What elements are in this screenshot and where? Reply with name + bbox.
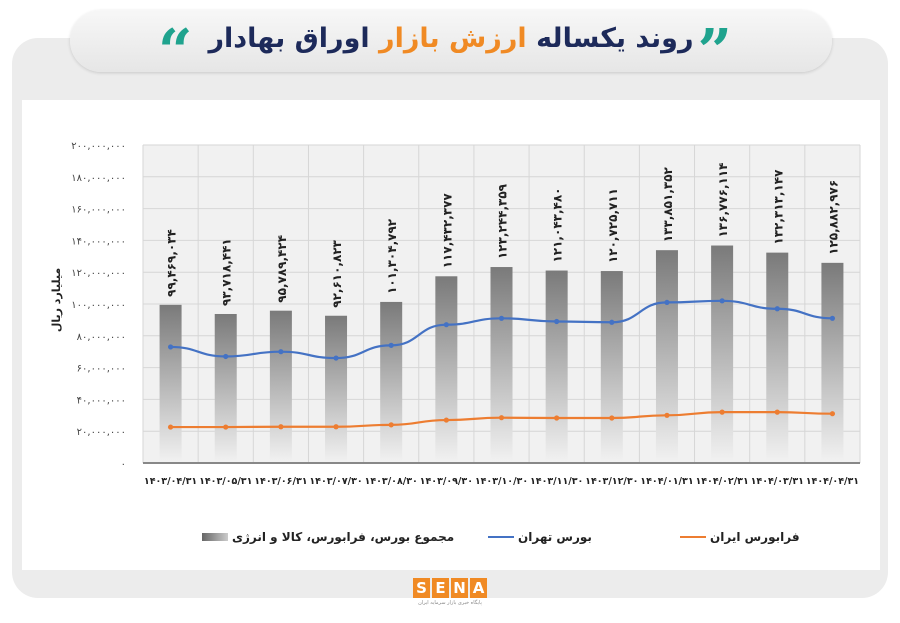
page-title: روند یکساله ارزش بازار اوراق بهادار [70,23,832,54]
bar [600,271,623,463]
point-tehran [333,355,339,361]
bar-data-label: ۱۳۲,۳۱۳,۱۴۷ [771,169,785,245]
point-tehran [664,299,670,306]
x-tick-label: ۱۴۰۳/۰۷/۳۰ [309,476,362,487]
point-tehran [278,349,284,355]
bar [159,304,182,463]
bar [655,250,678,463]
title-banner: “ ” روند یکساله ارزش بازار اوراق بهادار [70,10,832,82]
logo-subtitle: پایگاه خبری بازار سرمایه ایران [418,600,482,606]
point-farabourse [829,411,836,417]
bar [711,245,734,463]
bar-data-label: ۹۹,۴۶۹,۰۳۴ [165,229,179,297]
point-farabourse [333,424,339,430]
bar-data-label: ۱۱۷,۴۳۲,۳۷۷ [440,193,454,269]
point-tehran [443,322,449,328]
x-tick-label: ۱۴۰۳/۱۱/۳۰ [530,476,583,487]
x-tick-label: ۱۴۰۳/۰۵/۳۱ [199,476,252,487]
bar [214,313,237,463]
point-tehran [167,344,174,350]
bar-data-label: ۱۲۳,۲۴۴,۳۵۹ [496,183,510,259]
legend-label-total: مجموع بورس، فرابورس، کالا و انرژی [232,530,455,544]
bar [821,262,844,463]
point-tehran [388,342,394,348]
legend-swatch-total [202,533,228,541]
y-tick-label: ۸۰,۰۰۰,۰۰۰ [77,332,126,343]
bar-data-label: ۱۲۱,۰۴۳,۴۸۰ [551,187,565,262]
x-tick-label: ۱۴۰۴/۰۴/۳۱ [806,476,859,487]
y-tick-label: ۲۰,۰۰۰,۰۰۰ [77,427,126,438]
point-farabourse [167,424,174,430]
y-tick-label: ۱۰۰,۰۰۰,۰۰۰ [71,300,126,311]
legend-swatch-tehran [488,536,514,538]
y-tick-label: ۴۰,۰۰۰,۰۰۰ [77,395,126,406]
y-tick-label: ۰ [121,459,126,470]
bar [545,270,568,463]
bar-data-label: ۱۲۵,۸۸۲,۹۷۶ [826,180,840,255]
y-tick-label: ۶۰,۰۰۰,۰۰۰ [77,364,126,375]
legend-swatch-farabourse [680,536,706,538]
bar [490,267,513,463]
bar [380,301,403,463]
bar [435,276,458,463]
legend-item-tehran: بورس تهران [488,530,592,544]
point-tehran [774,306,780,312]
title-part1: روند یکساله [536,23,694,54]
point-farabourse [278,424,284,430]
x-tick-label: ۱۴۰۴/۰۲/۳۱ [695,476,748,487]
point-tehran [498,315,505,321]
y-tick-label: ۱۲۰,۰۰۰,۰۰۰ [71,268,126,279]
title-highlight: ارزش بازار [379,23,527,54]
bar-data-label: ۱۲۰,۷۲۵,۷۱۱ [606,188,620,263]
point-tehran [609,319,615,325]
bar-data-label: ۹۳,۷۱۸,۴۴۱ [220,238,234,306]
x-tick-label: ۱۴۰۳/۰۶/۳۱ [254,476,307,487]
point-farabourse [554,415,560,421]
point-farabourse [223,424,229,430]
legend-label-farabourse: فرابورس ایران [710,530,800,544]
bar [325,315,348,463]
quote-open-icon: “ [158,17,193,87]
x-tick-label: ۱۴۰۴/۰۱/۳۱ [640,476,693,487]
x-tick-label: ۱۴۰۳/۰۴/۳۱ [144,476,197,487]
point-tehran [223,353,229,360]
x-tick-label: ۱۴۰۳/۱۲/۳۰ [585,476,638,487]
point-tehran [829,315,836,321]
bar-data-label: ۱۳۳,۸۵۱,۳۵۲ [661,166,675,242]
legend-item-farabourse: فرابورس ایران [680,530,800,544]
y-axis-label: میلیارد ریال [50,268,63,332]
point-farabourse [609,415,615,421]
y-tick-label: ۱۶۰,۰۰۰,۰۰۰ [71,205,126,216]
point-farabourse [774,409,780,415]
quote-close-icon: ” [697,17,732,87]
point-tehran [554,318,560,325]
bar-data-label: ۱۳۶,۷۷۶,۱۱۴ [716,162,730,237]
title-part2: اوراق بهادار [208,23,370,54]
point-farabourse [443,417,449,423]
y-tick-label: ۱۴۰,۰۰۰,۰۰۰ [71,236,126,247]
point-farabourse [388,422,394,428]
point-farabourse [664,412,670,418]
point-tehran [719,298,725,304]
y-tick-label: ۱۸۰,۰۰۰,۰۰۰ [71,173,126,184]
legend-label-tehran: بورس تهران [518,530,592,544]
bar [766,252,789,463]
bar-data-label: ۱۰۱,۳۰۴,۷۹۲ [385,218,399,294]
y-tick-label: ۲۰۰,۰۰۰,۰۰۰ [71,141,126,152]
point-farabourse [498,415,505,421]
x-tick-label: ۱۴۰۳/۰۹/۳۰ [420,476,473,487]
x-tick-label: ۱۴۰۴/۰۳/۳۱ [751,476,804,487]
bar [269,310,292,463]
bar-data-label: ۹۲,۶۱۰,۸۲۳ [330,239,344,307]
legend-item-total: مجموع بورس، فرابورس، کالا و انرژی [202,530,454,544]
x-tick-label: ۱۴۰۳/۰۸/۳۰ [365,476,418,487]
x-tick-label: ۱۴۰۳/۱۰/۳۰ [475,476,528,487]
point-farabourse [719,409,725,415]
bar-data-label: ۹۵,۷۸۹,۴۲۴ [275,235,289,303]
